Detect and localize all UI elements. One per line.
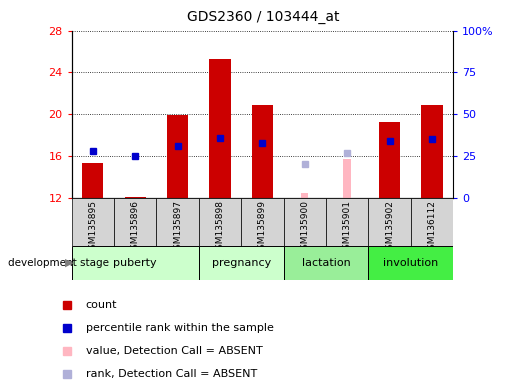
Text: ▶: ▶: [65, 258, 73, 268]
Bar: [284, 198, 326, 246]
Bar: [301, 192, 308, 198]
Text: pregnancy: pregnancy: [211, 258, 271, 268]
Bar: [326, 198, 368, 246]
Bar: [156, 198, 199, 246]
Bar: [368, 246, 453, 280]
Bar: [199, 246, 284, 280]
Bar: [368, 198, 411, 246]
Bar: [209, 59, 231, 198]
Text: GSM135895: GSM135895: [89, 200, 97, 255]
Bar: [72, 246, 199, 280]
Text: rank, Detection Call = ABSENT: rank, Detection Call = ABSENT: [86, 369, 257, 379]
Bar: [379, 122, 400, 198]
Text: lactation: lactation: [302, 258, 350, 268]
Text: GSM135900: GSM135900: [301, 200, 309, 255]
Bar: [82, 163, 103, 198]
Text: development stage: development stage: [8, 258, 109, 268]
Bar: [343, 159, 351, 198]
Text: GSM135896: GSM135896: [131, 200, 139, 255]
Bar: [421, 105, 443, 198]
Text: GSM136112: GSM136112: [428, 200, 436, 255]
Text: percentile rank within the sample: percentile rank within the sample: [86, 323, 273, 333]
Bar: [411, 198, 453, 246]
Text: puberty: puberty: [113, 258, 157, 268]
Bar: [125, 197, 146, 198]
Text: involution: involution: [383, 258, 438, 268]
Bar: [241, 198, 284, 246]
Bar: [284, 246, 368, 280]
Text: value, Detection Call = ABSENT: value, Detection Call = ABSENT: [86, 346, 262, 356]
Bar: [72, 198, 114, 246]
Text: GDS2360 / 103444_at: GDS2360 / 103444_at: [187, 10, 340, 23]
Text: GSM135898: GSM135898: [216, 200, 224, 255]
Bar: [252, 105, 273, 198]
Text: GSM135897: GSM135897: [173, 200, 182, 255]
Text: GSM135901: GSM135901: [343, 200, 351, 255]
Bar: [167, 115, 188, 198]
Text: GSM135902: GSM135902: [385, 200, 394, 255]
Bar: [114, 198, 156, 246]
Bar: [199, 198, 241, 246]
Text: count: count: [86, 300, 117, 310]
Text: GSM135899: GSM135899: [258, 200, 267, 255]
